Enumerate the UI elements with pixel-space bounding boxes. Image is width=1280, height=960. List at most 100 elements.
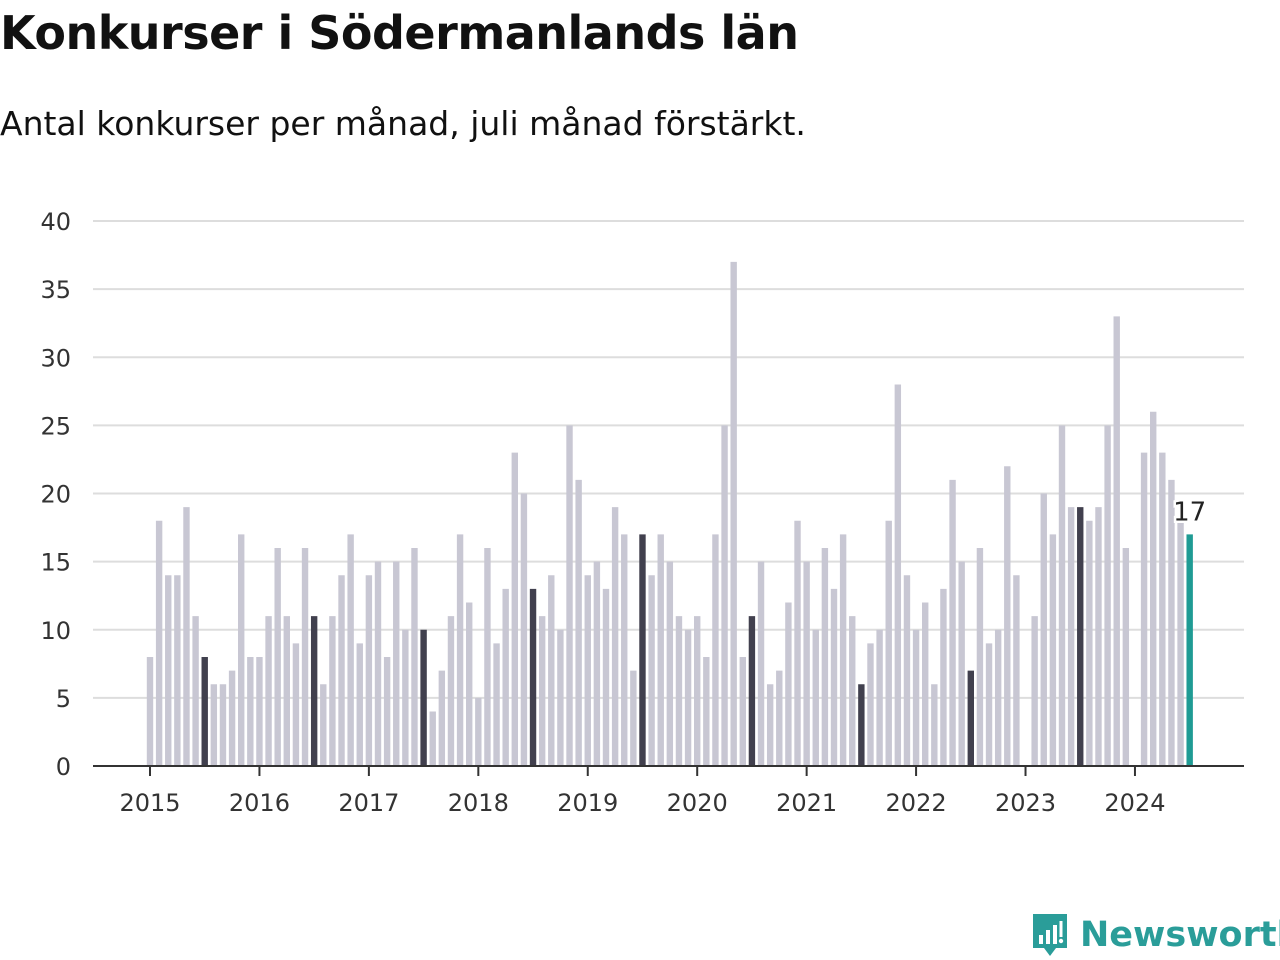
x-tick-label: 2016 — [229, 789, 290, 817]
bar — [675, 616, 683, 767]
bar — [365, 575, 373, 766]
bar — [776, 670, 783, 767]
bar — [210, 684, 218, 766]
bar — [1049, 534, 1057, 767]
bar — [584, 575, 591, 766]
bar — [155, 520, 163, 766]
bar — [466, 602, 473, 766]
x-tick-label: 2023 — [995, 789, 1056, 817]
x-axis-labels: 2015 2016 2017 2018 2019 2020 2021 2022 2023 2024 — [119, 789, 1165, 817]
bar — [766, 684, 774, 766]
bar — [538, 616, 546, 767]
bar — [292, 643, 300, 767]
bar — [1104, 425, 1111, 767]
bar — [967, 670, 974, 767]
bar — [830, 588, 838, 767]
bar — [1168, 479, 1175, 767]
x-tick-label: 2022 — [886, 789, 947, 817]
bar — [529, 588, 537, 767]
bar — [383, 657, 391, 766]
x-tick-label: 2020 — [667, 789, 728, 817]
bar — [493, 643, 500, 767]
bar — [858, 684, 865, 766]
newsworthy-logo-text: Newsworthy — [1080, 915, 1280, 955]
x-tick-label: 2018 — [448, 789, 509, 817]
bar — [1186, 534, 1193, 767]
chart-subtitle: Antal konkurser per månad, juli månad fö… — [0, 104, 806, 143]
bar — [274, 548, 281, 766]
bar — [621, 534, 628, 767]
bar — [411, 548, 418, 766]
bar — [949, 479, 956, 767]
bar — [903, 575, 911, 766]
bar — [803, 561, 810, 767]
bar — [557, 629, 564, 766]
bar — [894, 384, 902, 766]
bar — [548, 575, 555, 766]
bars — [146, 261, 1193, 767]
bar — [994, 629, 1002, 766]
bar — [648, 575, 655, 766]
bar — [447, 616, 455, 767]
newsworthy-logo: Newsworthy — [1030, 910, 1280, 960]
bar — [310, 616, 318, 767]
bar — [329, 616, 336, 767]
bar — [1013, 575, 1020, 766]
bar — [429, 711, 436, 766]
x-axis-ticks — [149, 766, 1136, 776]
bar — [575, 479, 582, 767]
bar — [712, 534, 719, 767]
bar — [502, 588, 509, 767]
bar — [520, 493, 528, 766]
gridlines — [93, 220, 1244, 699]
y-axis-labels: 0 5 10 15 20 25 30 35 40 — [40, 208, 71, 781]
bar — [1122, 548, 1130, 766]
bar — [931, 684, 938, 766]
bar — [347, 534, 354, 767]
bar — [639, 534, 646, 767]
bar — [849, 616, 856, 767]
bar — [338, 575, 345, 766]
y-tick-label: 20 — [40, 481, 71, 509]
x-tick-label: 2021 — [776, 789, 837, 817]
bar — [301, 548, 309, 766]
bar — [174, 575, 181, 766]
bar — [812, 629, 819, 766]
bar — [356, 643, 363, 767]
bar — [475, 697, 482, 767]
bar — [183, 507, 190, 767]
y-tick-label: 25 — [40, 412, 71, 440]
x-tick-label: 2024 — [1104, 789, 1165, 817]
bar — [876, 629, 883, 766]
bar — [438, 670, 446, 767]
bar — [402, 629, 409, 766]
bar — [985, 643, 993, 767]
bar — [611, 507, 619, 767]
bar — [484, 548, 491, 766]
bar — [721, 425, 728, 767]
bar — [1004, 466, 1011, 766]
bar — [630, 670, 637, 767]
bar — [238, 534, 245, 767]
y-tick-label: 10 — [40, 617, 71, 645]
bar — [730, 261, 737, 767]
bar — [602, 588, 610, 767]
bar — [201, 657, 208, 766]
bar — [922, 602, 929, 766]
bar — [757, 561, 765, 767]
bar — [1058, 425, 1066, 767]
y-tick-label: 0 — [56, 753, 71, 781]
bar — [694, 616, 701, 767]
bar — [1140, 452, 1148, 767]
y-tick-label: 30 — [40, 344, 71, 372]
y-tick-label: 5 — [56, 685, 71, 713]
chart-title: Konkurser i Södermanlands län — [0, 6, 799, 60]
bar — [374, 561, 382, 767]
bar — [593, 561, 601, 767]
bar — [283, 616, 290, 767]
y-tick-label: 15 — [40, 549, 71, 577]
y-tick-label: 40 — [40, 208, 71, 236]
bar — [1113, 316, 1120, 767]
bar — [703, 657, 710, 766]
bar — [785, 602, 792, 766]
